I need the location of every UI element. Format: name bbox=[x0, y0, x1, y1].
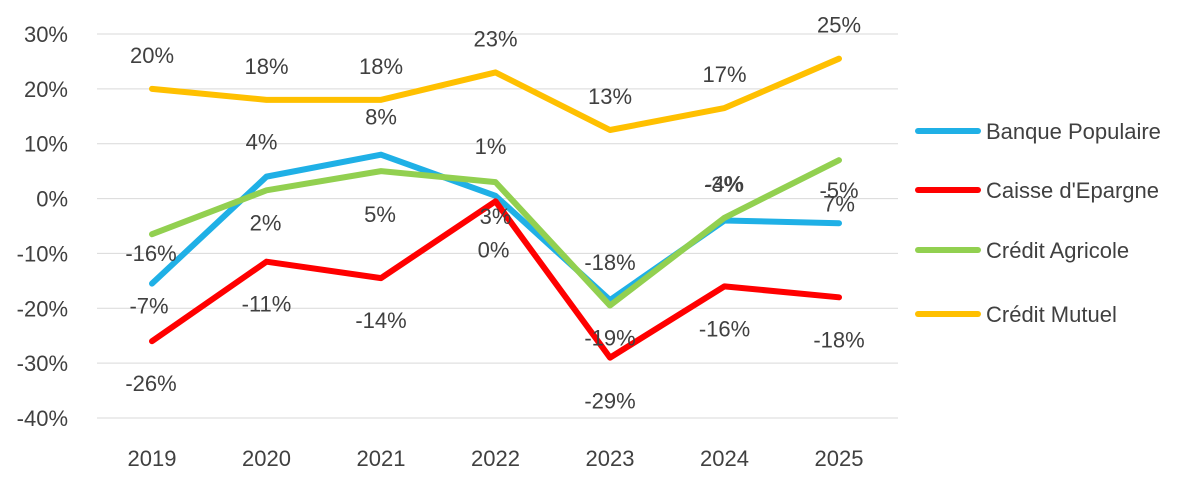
data-label: 8% bbox=[365, 105, 397, 130]
data-label: -29% bbox=[584, 389, 635, 414]
y-tick-label: -40% bbox=[17, 406, 68, 431]
legend-label: Banque Populaire bbox=[986, 119, 1161, 144]
data-label: -14% bbox=[355, 308, 406, 333]
x-tick-label: 2023 bbox=[586, 446, 635, 471]
data-label: 17% bbox=[702, 62, 746, 87]
legend-item[interactable]: Crédit Agricole bbox=[915, 238, 1129, 263]
data-label: 5% bbox=[364, 202, 396, 227]
data-label: -7% bbox=[129, 294, 168, 319]
y-axis: 30% 20% 10% 0% -10% -20% -30% -40% bbox=[17, 22, 68, 431]
y-tick-label: -20% bbox=[17, 296, 68, 321]
data-label: 18% bbox=[359, 54, 403, 79]
data-label: 23% bbox=[473, 26, 517, 51]
legend: Banque Populaire Caisse d'Epargne Crédit A… bbox=[915, 119, 1161, 327]
series-lines bbox=[149, 55, 842, 361]
y-tick-label: 20% bbox=[24, 77, 68, 102]
data-label: -4% bbox=[705, 172, 744, 197]
data-label: 1% bbox=[475, 134, 507, 159]
data-label: -16% bbox=[699, 316, 750, 341]
data-label: 2% bbox=[250, 210, 282, 235]
series-line-cr-dit-agricole bbox=[149, 157, 842, 309]
legend-item[interactable]: Crédit Mutuel bbox=[915, 302, 1117, 327]
y-tick-label: 30% bbox=[24, 22, 68, 47]
x-tick-label: 2019 bbox=[128, 446, 177, 471]
data-labels: -7% 4% 8% 3% -18% -4% 7% -26% -11% -14% 0% -29% -16%… bbox=[125, 13, 864, 414]
y-tick-label: -10% bbox=[17, 241, 68, 266]
x-tick-label: 2025 bbox=[815, 446, 864, 471]
data-label: -3% bbox=[704, 172, 743, 197]
legend-label: Crédit Agricole bbox=[986, 238, 1129, 263]
legend-item[interactable]: Banque Populaire bbox=[915, 119, 1161, 144]
data-label: -11% bbox=[242, 292, 292, 317]
data-label: 20% bbox=[130, 43, 174, 68]
y-tick-label: 0% bbox=[36, 187, 68, 212]
data-label: 13% bbox=[588, 84, 632, 109]
x-axis: 2019 2020 2021 2022 2023 2024 2025 bbox=[128, 446, 864, 471]
x-tick-label: 2020 bbox=[242, 446, 291, 471]
legend-label: Caisse d'Epargne bbox=[986, 178, 1159, 203]
data-label: 7% bbox=[823, 191, 855, 216]
data-label: -26% bbox=[125, 371, 176, 396]
x-tick-label: 2024 bbox=[700, 446, 749, 471]
gridlines bbox=[97, 33, 898, 419]
data-label: -18% bbox=[584, 250, 635, 275]
legend-label: Crédit Mutuel bbox=[986, 302, 1117, 327]
y-tick-label: -30% bbox=[17, 351, 68, 376]
data-label: 4% bbox=[246, 130, 278, 155]
data-label: 3% bbox=[480, 204, 512, 229]
data-label: -18% bbox=[813, 327, 864, 352]
x-tick-label: 2022 bbox=[471, 446, 520, 471]
series-line-caisse-d-epargne bbox=[149, 198, 842, 361]
y-tick-label: 10% bbox=[24, 132, 68, 157]
series-line-cr-dit-mutuel bbox=[149, 55, 842, 133]
data-label: -5% bbox=[819, 178, 858, 203]
data-label: 18% bbox=[244, 54, 288, 79]
legend-item[interactable]: Caisse d'Epargne bbox=[915, 178, 1159, 203]
data-label: -16% bbox=[125, 241, 176, 266]
data-label: -19% bbox=[584, 326, 635, 351]
x-tick-label: 2021 bbox=[357, 446, 406, 471]
data-label: 25% bbox=[817, 13, 861, 38]
data-label: 0% bbox=[478, 237, 510, 262]
